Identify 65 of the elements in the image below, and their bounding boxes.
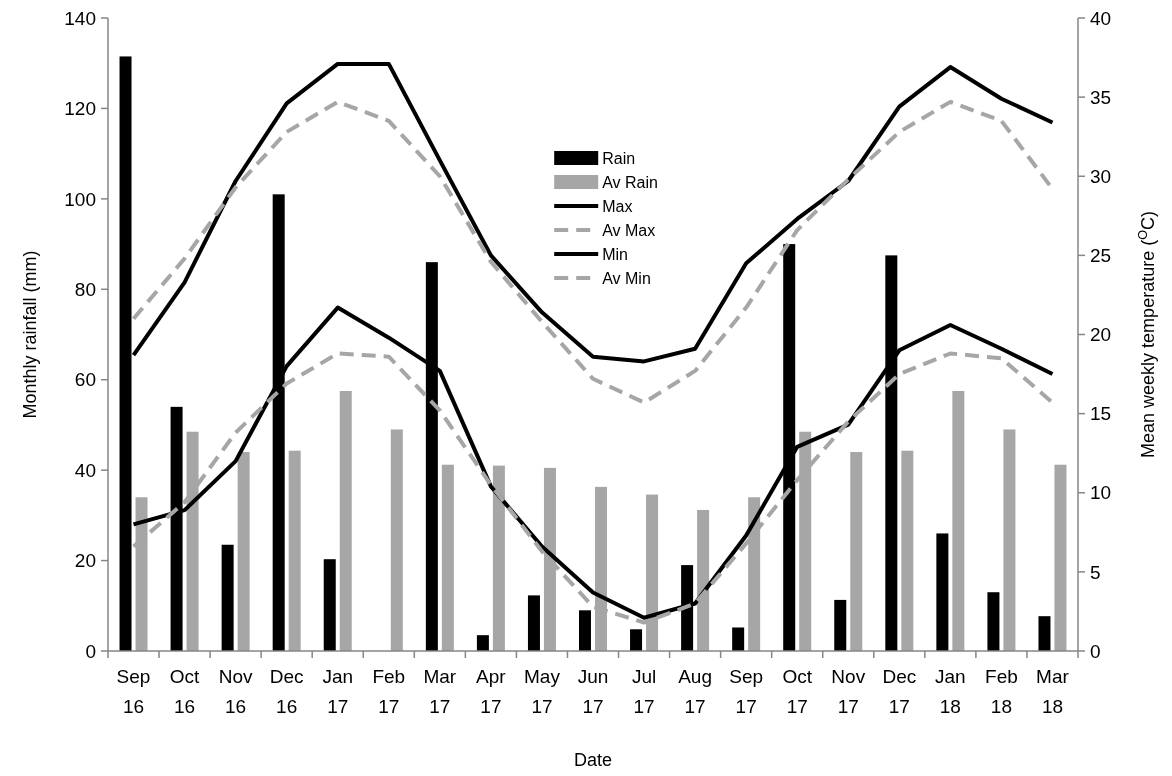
y-tick-label: 40 (74, 459, 96, 481)
x-tick-label: Aug 17 (678, 666, 713, 717)
bar (390, 429, 403, 651)
x-tick-label: Nov 16 (218, 666, 254, 717)
y2-tick-label: 30 (1090, 165, 1112, 187)
legend-label: Av Max (602, 221, 656, 239)
bar (441, 464, 454, 651)
x-tick-label: Jan 18 (935, 666, 966, 717)
y-tick-label: 100 (64, 188, 96, 210)
y2-tick-label: 40 (1090, 7, 1112, 29)
x-tick-label: Dec 16 (269, 666, 304, 717)
x-tick-label: Jan 17 (322, 666, 354, 717)
legend-label: Av Rain (602, 173, 658, 191)
bar (987, 592, 1000, 651)
y-tick-label: 120 (64, 98, 96, 120)
y2-tick-label: 35 (1090, 86, 1112, 108)
y-tick-label: 0 (85, 640, 96, 662)
bar (476, 635, 489, 651)
bar (952, 391, 965, 651)
bar (1054, 464, 1067, 651)
bar (936, 533, 949, 651)
legend-label: Min (602, 245, 628, 263)
x-tick-label: Nov 17 (831, 666, 866, 717)
bar (901, 450, 914, 651)
x-tick-label: May 17 (523, 666, 561, 717)
x-tick-label: Mar 17 (423, 666, 457, 717)
bar (1003, 429, 1016, 651)
y-tick-label: 20 (74, 550, 96, 572)
y2-tick-label: 25 (1090, 245, 1112, 267)
y2-tick-label: 15 (1090, 403, 1112, 425)
y2-tick-label: 10 (1090, 482, 1112, 504)
x-tick-label: Sep 17 (729, 666, 764, 717)
x-tick-label: Apr 17 (476, 666, 507, 717)
bar (579, 610, 591, 651)
bar (288, 450, 301, 651)
bar (221, 544, 234, 651)
bar (732, 627, 745, 651)
x-tick-label: Feb 18 (985, 666, 1018, 717)
bar (339, 391, 352, 651)
bar (527, 595, 540, 651)
legend-label: Rain (602, 149, 636, 167)
x-tick-label: Dec 17 (882, 666, 917, 717)
y2-tick-label: 20 (1090, 324, 1112, 346)
y2-tick-label: 5 (1090, 561, 1101, 583)
x-tick-label: Sep 16 (116, 666, 151, 717)
legend-label: Av Min (602, 269, 651, 287)
x-tick-label: Oct 17 (782, 666, 813, 717)
x-axis-title: Date (573, 750, 613, 770)
legend-label: Max (602, 197, 633, 215)
y-tick-label: 60 (74, 369, 96, 391)
y-axis-title: Monthly rainfall (mm) (20, 250, 40, 419)
bar (323, 559, 336, 651)
x-tick-label: Mar 18 (1036, 666, 1070, 717)
bar (1038, 616, 1051, 651)
y2-tick-label: 0 (1090, 640, 1101, 662)
x-tick-label: Jun 17 (577, 666, 609, 717)
y-tick-label: 140 (64, 7, 96, 29)
y-tick-label: 80 (74, 278, 96, 300)
x-tick-label: Oct 16 (169, 666, 201, 717)
bar (834, 599, 847, 651)
x-tick-label: Jul 17 (631, 666, 657, 717)
bar (237, 452, 250, 651)
bar (630, 629, 643, 651)
x-tick-label: Feb 17 (372, 666, 406, 717)
bar (850, 452, 863, 651)
